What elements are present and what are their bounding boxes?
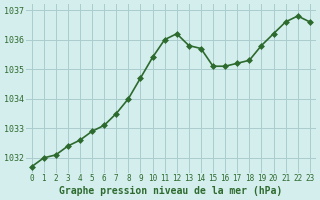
X-axis label: Graphe pression niveau de la mer (hPa): Graphe pression niveau de la mer (hPa) (59, 186, 282, 196)
